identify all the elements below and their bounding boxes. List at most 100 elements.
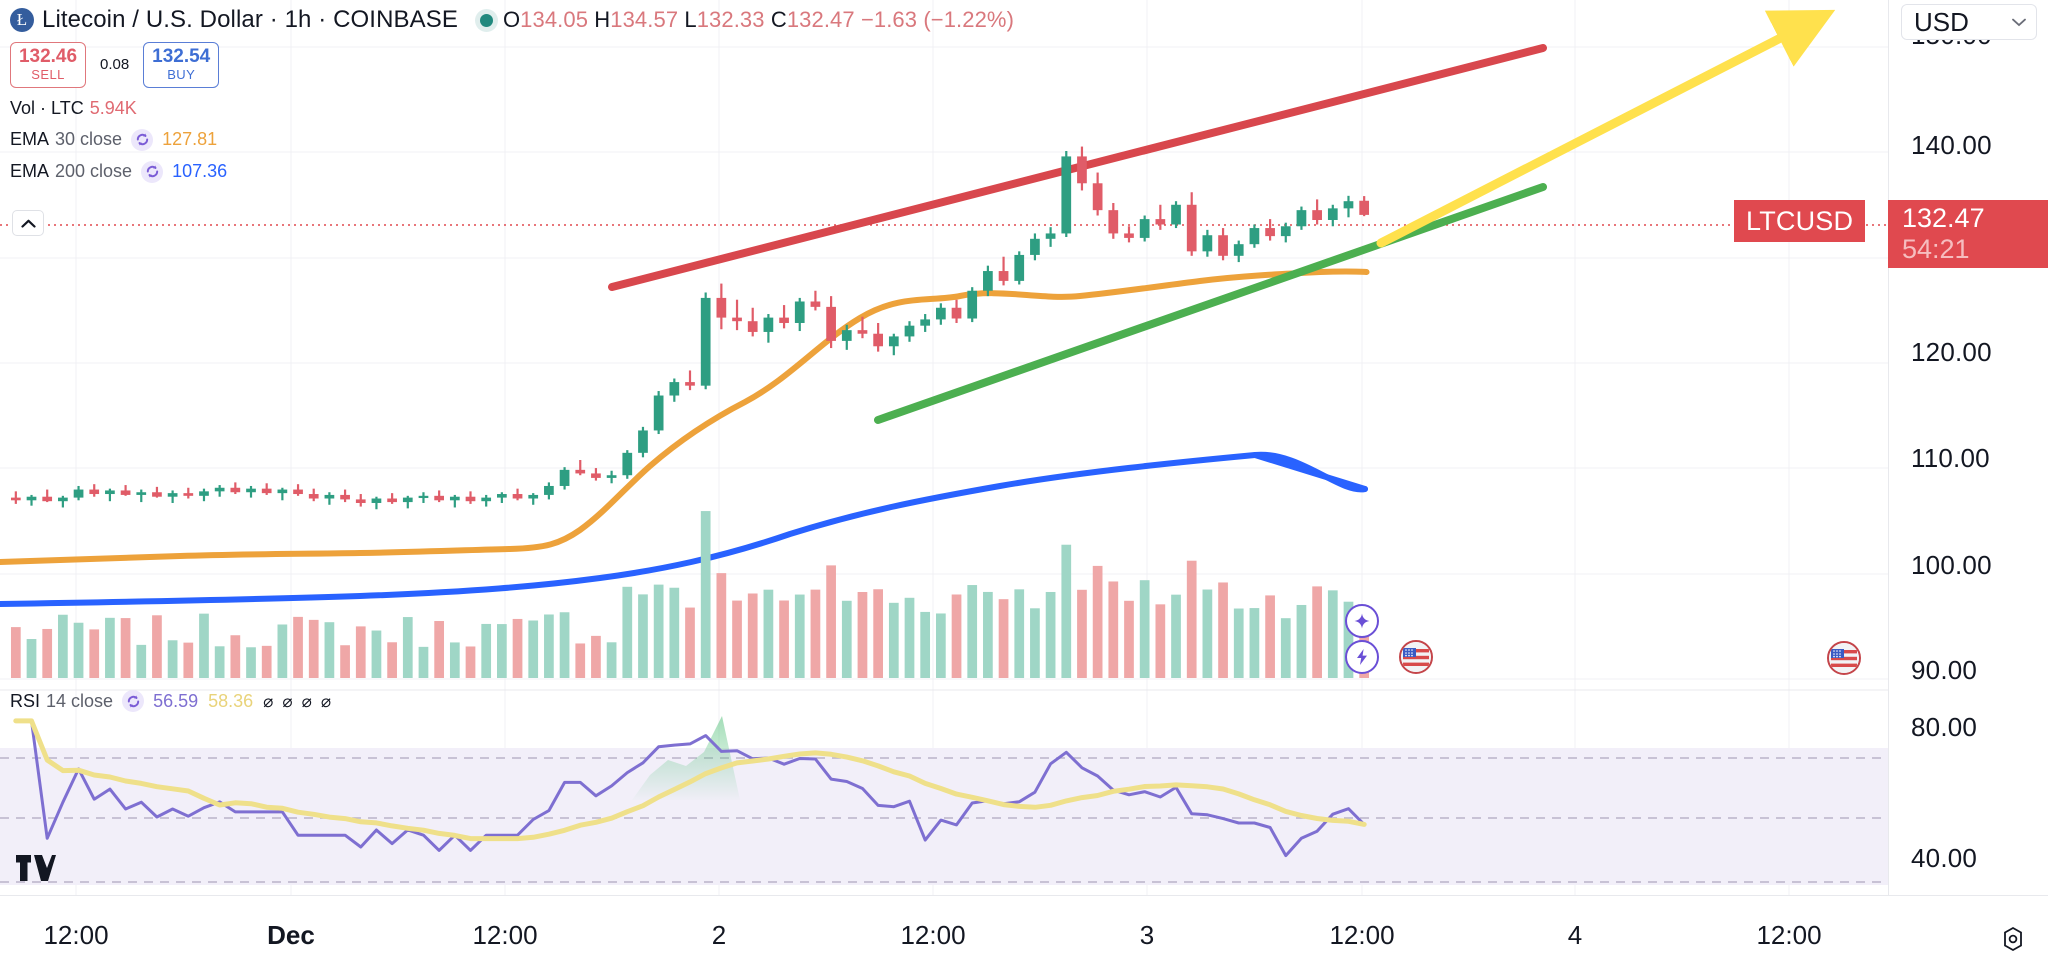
volume-bar (1171, 594, 1181, 678)
candle-body (1092, 183, 1103, 211)
candle-body (967, 290, 978, 319)
candle-body (920, 319, 931, 326)
candle-body (1061, 156, 1072, 234)
candle-body (841, 330, 852, 341)
ai-sparkle-button[interactable] (1345, 604, 1379, 638)
candle-body (653, 395, 664, 431)
volume-bar (747, 593, 758, 678)
indicator-row[interactable]: EMA 200 close 107.36 (10, 160, 1014, 183)
candle-body (105, 490, 115, 495)
time-axis-tick: 12:00 (43, 920, 109, 950)
volume-bar (355, 626, 366, 678)
volume-bar (481, 623, 492, 678)
volume-bar (622, 586, 633, 678)
volume-bar (653, 584, 664, 678)
volume-bar (152, 615, 162, 678)
candle-body (1077, 156, 1087, 184)
candle-body (355, 499, 366, 503)
volume-bar (763, 589, 774, 678)
candle-body (669, 382, 680, 396)
volume-bar (308, 619, 319, 678)
sync-icon[interactable] (141, 160, 164, 183)
quick-action-button[interactable] (1345, 640, 1379, 674)
price-axis-tick: 100.00 (1911, 550, 1992, 580)
volume-bar (1202, 589, 1213, 678)
volume-bar (449, 642, 460, 678)
symbol-title[interactable]: Litecoin / U.S. Dollar · 1h · COINBASE (42, 6, 458, 33)
candle-body (763, 317, 774, 332)
symbol-header[interactable]: Ł Litecoin / U.S. Dollar · 1h · COINBASE… (10, 4, 1014, 36)
candle-body (402, 497, 413, 503)
tradingview-logo-icon[interactable] (16, 855, 56, 886)
candle-body (1045, 233, 1056, 239)
volume-bar (967, 585, 978, 678)
buy-label: BUY (167, 66, 196, 82)
empty-plot-slot: ⌀ (263, 691, 274, 711)
volume-bar (1045, 591, 1056, 678)
buy-button[interactable]: 132.54 BUY (143, 42, 220, 88)
volume-bar (716, 573, 727, 678)
low-value: 132.33 (696, 7, 765, 32)
sync-icon[interactable] (131, 128, 154, 151)
rsi-line (14, 719, 1366, 858)
candle-body (732, 317, 742, 322)
volume-bar (1030, 608, 1040, 678)
price-axis[interactable]: USD 150.00140.00130.00120.00110.00100.00… (1888, 0, 2048, 977)
candle-body (42, 496, 53, 502)
high-value: 134.57 (610, 7, 679, 32)
chart-canvas[interactable] (0, 0, 1888, 895)
rsi-legend[interactable]: RSI 14 close 56.59 58.36 ⌀ ⌀ ⌀ ⌀ (10, 690, 340, 712)
rsi-ma-value: 58.36 (208, 690, 254, 711)
session-flag-badge[interactable] (1399, 640, 1433, 674)
candle-body (449, 496, 460, 501)
candle-body (983, 271, 993, 291)
volume-bar (261, 645, 272, 678)
time-axis-tick: 3 (1139, 920, 1155, 950)
current-price-tag[interactable]: 132.47 54:21 (1888, 200, 2048, 268)
sync-glyph (146, 165, 158, 178)
spread-value: 0.08 (100, 56, 130, 74)
collapse-legend-button[interactable] (12, 210, 44, 236)
currency-select[interactable]: USD (1901, 4, 2037, 40)
volume-bar (120, 618, 131, 678)
timezone-button[interactable] (2000, 926, 2026, 957)
sell-button[interactable]: 132.46 SELL (10, 42, 86, 88)
market-status-dot (479, 13, 493, 27)
volume-bar (1312, 586, 1322, 678)
rsi-empty-slots: ⌀ ⌀ ⌀ ⌀ (263, 691, 340, 712)
volume-bar (73, 622, 84, 678)
indicator-row[interactable]: EMA 30 close 127.81 (10, 128, 1014, 151)
candle-body (951, 307, 962, 319)
sell-price: 132.46 (18, 46, 78, 67)
candle-body (873, 333, 883, 347)
candle-body (810, 301, 821, 307)
indicator-row[interactable]: Vol · LTC 5.94K (10, 98, 1014, 119)
volume-bar (700, 511, 711, 678)
indicator-value: 107.36 (172, 161, 228, 182)
candle-body (481, 497, 492, 502)
symbol-price-tag[interactable]: LTCUSD (1734, 200, 1866, 242)
volume-bar (277, 624, 288, 678)
time-axis-tick: 12:00 (1329, 920, 1395, 950)
volume-bar (340, 645, 350, 678)
volume-bar (1014, 589, 1025, 678)
session-flag-badge-right[interactable] (1827, 641, 1861, 675)
candle-body (544, 485, 554, 495)
volume-bar (246, 647, 256, 678)
candle-body (497, 494, 507, 498)
indicator-name: Vol · LTC (10, 97, 84, 118)
chart-plot-area[interactable]: Ł Litecoin / U.S. Dollar · 1h · COINBASE… (0, 0, 1888, 895)
indicator-args: 30 close (55, 129, 123, 150)
volume-bar (371, 630, 382, 678)
sync-icon[interactable] (122, 690, 145, 712)
candle-body (434, 495, 445, 501)
chevron-up-icon (20, 219, 36, 228)
volume-bar (951, 594, 962, 678)
candle-body (1343, 201, 1354, 209)
volume-bar (920, 611, 931, 678)
volume-bar (1108, 581, 1119, 678)
empty-plot-slot: ⌀ (282, 691, 293, 711)
time-axis-tick: 12:00 (1756, 920, 1822, 950)
volume-bar (230, 635, 241, 678)
time-axis[interactable]: 12:00 Dec 12:00 2 12:00 3 12:00 4 12:00 (0, 895, 2048, 977)
